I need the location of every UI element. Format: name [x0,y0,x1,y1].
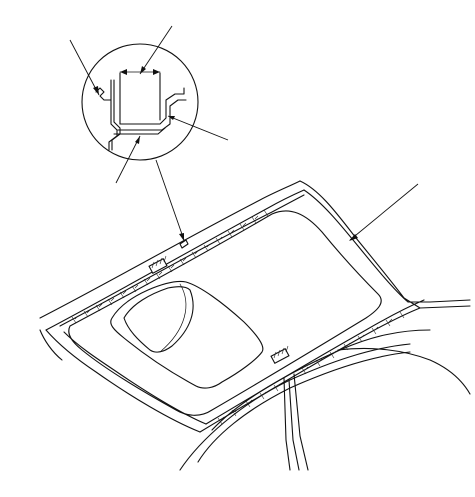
door-frame-lower [179,343,411,471]
detail-leaders [69,25,419,241]
roof-rear-edge [299,180,405,299]
door-frame-inner [197,351,411,463]
b-pillar-right [293,373,309,471]
detail-leader-3 [167,115,229,141]
dimension-arrow-right [153,69,160,75]
left-flange-outer [108,99,118,151]
right-roof-rail-outer [199,307,421,433]
left-flange-inner [111,79,121,151]
channel-bottom-plate [113,127,166,135]
roof-panel-leader-arrow [349,234,358,241]
car-roof [39,180,471,471]
clip-block-left [148,255,168,275]
front-edge-outer [45,329,201,433]
channel-floor [119,87,185,125]
b-pillar-center [288,379,300,471]
left-roof-rail-inner [45,189,305,331]
detail-inset [81,43,199,161]
dimension-arrow-left [120,69,127,75]
roof-panel-outline [68,210,382,416]
detail-leader-1 [69,39,100,96]
detail-source-leader [155,159,185,241]
rear-pillar-top [403,297,471,309]
flange-marker [179,239,189,249]
right-rail-hatching [217,311,405,425]
roof-panel-leader [349,183,419,241]
detail-leader-4-arrow [135,136,140,144]
detail-leader-2 [139,25,173,75]
detail-leader-2-arrow [140,66,146,74]
clip-block-right [270,345,290,365]
right-roof-rail-inner [205,299,425,425]
front-edge-inner [63,331,207,425]
left-roof-rail-outer [39,180,301,319]
rear-door-curve [337,347,471,395]
rear-pillar-top-2 [407,299,471,303]
windshield-header [39,329,63,361]
sunroof-opening [110,280,264,389]
left-roof-rail-edge [59,194,305,327]
detail-leader-1-arrow [93,86,99,95]
left-rail-hatching [71,209,269,324]
roof-rear-edge-2 [303,189,409,303]
detail-source-arrow [179,233,184,241]
channel-floor-lower [117,99,187,131]
b-pillar-left [283,377,291,471]
detail-leader-4 [115,135,141,184]
detail-leader-3-arrow [168,116,175,120]
detail-circle [81,43,199,161]
sunroof-inner-edge [123,286,194,353]
sunroof-glass-ref [159,283,187,353]
